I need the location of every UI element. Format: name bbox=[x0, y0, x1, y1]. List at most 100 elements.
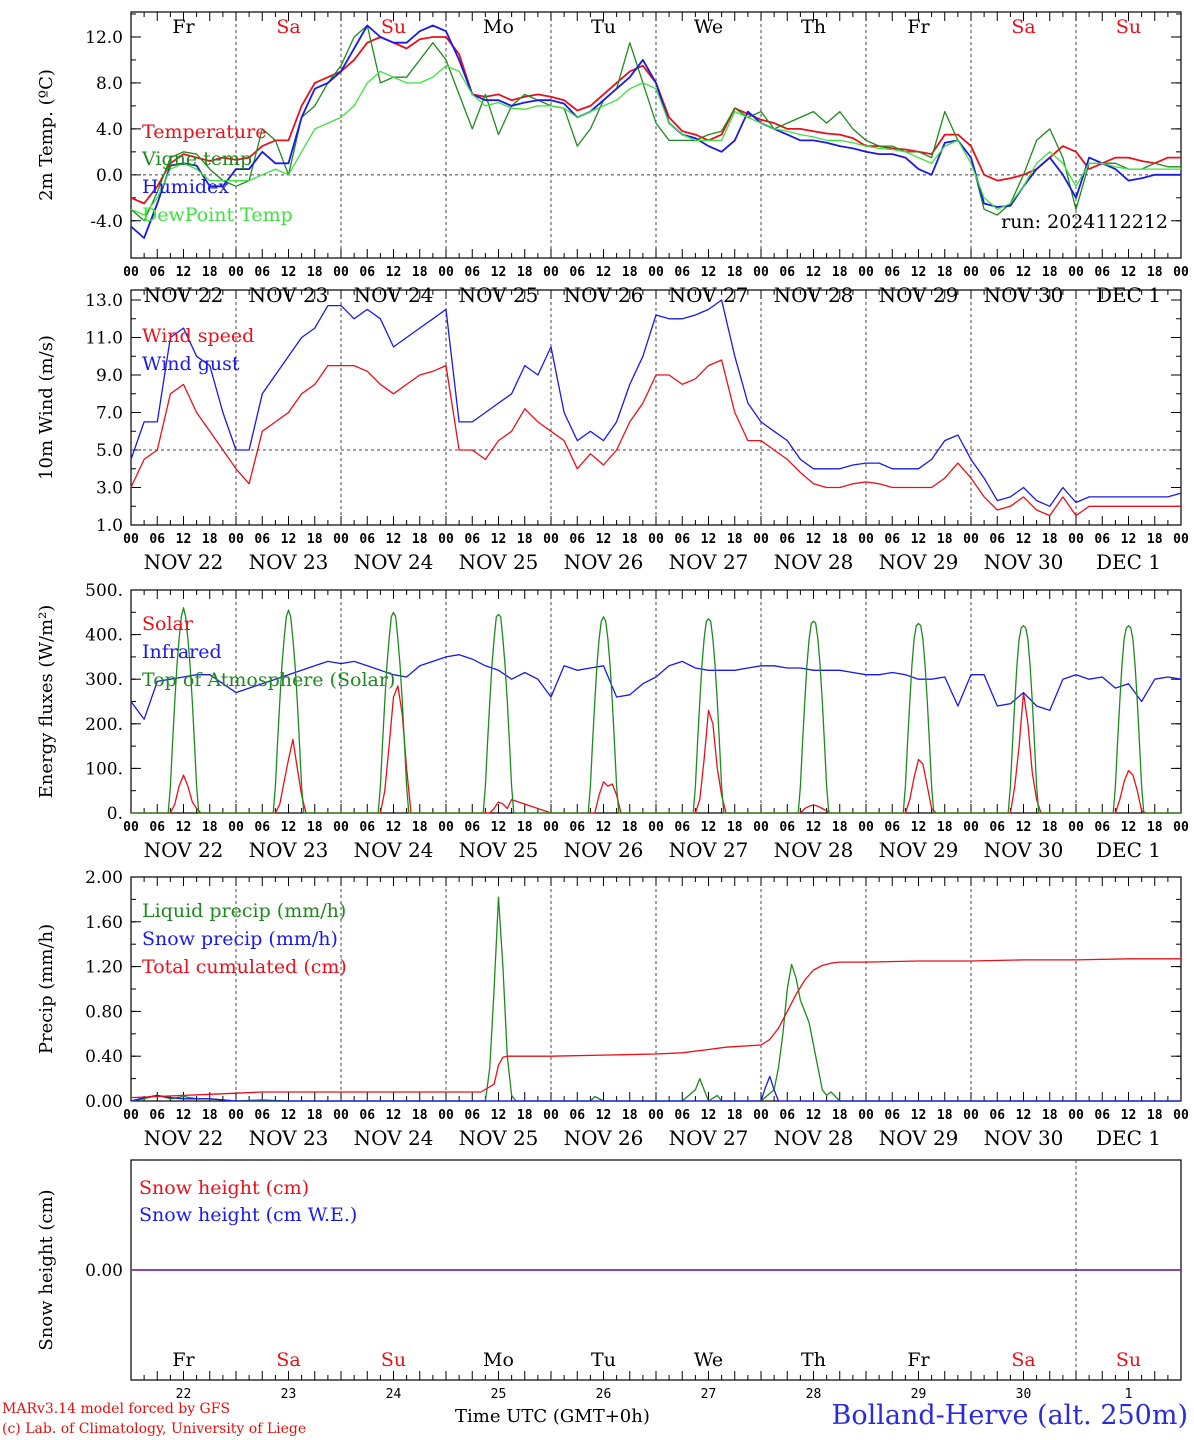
hour-tick-label: 12 bbox=[386, 820, 402, 835]
date-label: NOV 29 bbox=[879, 550, 959, 574]
y-axis-label: Snow height (cm) bbox=[36, 1189, 57, 1350]
hour-tick-label: 00 bbox=[123, 265, 139, 280]
hour-tick-label: 06 bbox=[1094, 820, 1110, 835]
date-label: DEC 1 bbox=[1096, 1126, 1161, 1150]
hour-tick-label: 12 bbox=[176, 1108, 192, 1123]
y-tick-label: 5.0 bbox=[96, 441, 123, 461]
hour-tick-label: 06 bbox=[989, 1108, 1005, 1123]
hour-tick-label: 18 bbox=[202, 1108, 218, 1123]
hour-tick-label: 00 bbox=[858, 1108, 874, 1123]
y-tick-label: 11.0 bbox=[85, 329, 123, 349]
y-tick-label: -4.0 bbox=[90, 212, 123, 232]
hour-tick-label: 06 bbox=[359, 265, 375, 280]
legend-entry: Solar bbox=[142, 613, 194, 635]
legend-entry: Humidex bbox=[142, 176, 229, 198]
series-line-wind-speed bbox=[130, 359, 1181, 517]
y-tick-label: 2.00 bbox=[85, 868, 123, 888]
day-name: Fr bbox=[172, 1349, 195, 1371]
y-tick-label: 9.0 bbox=[96, 366, 123, 386]
date-label: NOV 25 bbox=[459, 1126, 539, 1150]
hour-tick-label: 00 bbox=[1068, 820, 1084, 835]
hour-tick-label: 12 bbox=[701, 265, 717, 280]
hour-tick-label: 06 bbox=[569, 532, 585, 547]
hour-tick-label: 12 bbox=[176, 265, 192, 280]
date-label: NOV 27 bbox=[669, 1126, 749, 1150]
date-label: NOV 25 bbox=[459, 838, 539, 862]
hour-tick-label: 00 bbox=[858, 532, 874, 547]
hour-tick-label: 12 bbox=[491, 820, 507, 835]
hour-tick-label: 06 bbox=[989, 820, 1005, 835]
legend-entry: Total cumulated (cm) bbox=[142, 956, 347, 978]
hour-tick-label: 18 bbox=[937, 1108, 953, 1123]
hour-tick-label: 06 bbox=[779, 265, 795, 280]
hour-tick-label: 00 bbox=[228, 532, 244, 547]
hour-tick-label: 00 bbox=[438, 1108, 454, 1123]
series-line-solar bbox=[131, 685, 1181, 814]
y-tick-label: 4.0 bbox=[96, 120, 123, 140]
hour-tick-label: 06 bbox=[359, 820, 375, 835]
hour-tick-label: 00 bbox=[228, 265, 244, 280]
y-tick-label: 0.80 bbox=[85, 1002, 123, 1022]
hour-tick-label: 06 bbox=[359, 1108, 375, 1123]
hour-tick-label: 00 bbox=[438, 265, 454, 280]
hour-tick-label: 06 bbox=[779, 532, 795, 547]
hour-tick-label: 12 bbox=[911, 820, 927, 835]
hour-tick-label: 12 bbox=[596, 1108, 612, 1123]
hour-tick-label: 00 bbox=[1068, 532, 1084, 547]
legend-entry: Snow height (cm W.E.) bbox=[139, 1204, 357, 1226]
y-tick-label: 3.0 bbox=[96, 479, 123, 499]
day-name: Sa bbox=[1011, 1349, 1035, 1371]
day-name: Fr bbox=[172, 16, 195, 38]
series-line-humidex bbox=[130, 24, 1181, 239]
hour-tick-label: 06 bbox=[149, 820, 165, 835]
series-line-vigne-temp bbox=[130, 24, 1181, 222]
hour-tick-label: 06 bbox=[1094, 265, 1110, 280]
y-tick-label: 200. bbox=[85, 715, 123, 735]
hour-tick-label: 00 bbox=[753, 532, 769, 547]
hour-tick-label: 12 bbox=[176, 532, 192, 547]
y-axis-label: 10m Wind (m/s) bbox=[36, 335, 57, 480]
hour-tick-label: 00 bbox=[1068, 1108, 1084, 1123]
hour-tick-label: 06 bbox=[464, 1108, 480, 1123]
y-tick-label: 100. bbox=[85, 759, 123, 779]
hour-tick-label: 18 bbox=[622, 820, 638, 835]
legend-entry: Vigne temp bbox=[141, 148, 252, 170]
hour-tick-label: 12 bbox=[911, 265, 927, 280]
hour-tick-label: 12 bbox=[1121, 1108, 1137, 1123]
hour-tick-label: 00 bbox=[1068, 265, 1084, 280]
hour-tick-label: 00 bbox=[753, 1108, 769, 1123]
hour-tick-label: 18 bbox=[517, 532, 533, 547]
day-name: Mo bbox=[483, 16, 514, 38]
hour-tick-label: 06 bbox=[464, 265, 480, 280]
hour-tick-label: 06 bbox=[149, 532, 165, 547]
hour-tick-label: 18 bbox=[1147, 1108, 1163, 1123]
hour-tick-label: 06 bbox=[569, 1108, 585, 1123]
series-line-infrared bbox=[130, 654, 1182, 720]
date-label: NOV 22 bbox=[144, 550, 224, 574]
hour-tick-label: 06 bbox=[989, 532, 1005, 547]
hour-tick-label: 18 bbox=[202, 265, 218, 280]
hour-tick-label: 18 bbox=[307, 265, 323, 280]
date-label: NOV 28 bbox=[774, 1126, 854, 1150]
hour-tick-label: 00 bbox=[648, 820, 664, 835]
day-name: Fr bbox=[907, 16, 930, 38]
hour-tick-label: 18 bbox=[832, 820, 848, 835]
hour-tick-label: 18 bbox=[412, 1108, 428, 1123]
day-name: Mo bbox=[483, 1349, 514, 1371]
y-tick-label: 1.20 bbox=[85, 958, 123, 978]
hour-tick-label: 18 bbox=[202, 820, 218, 835]
hour-tick-label: 12 bbox=[1016, 532, 1032, 547]
hour-tick-label: 12 bbox=[491, 265, 507, 280]
hour-tick-label: 18 bbox=[517, 820, 533, 835]
hour-tick-label: 06 bbox=[779, 820, 795, 835]
date-label: DEC 1 bbox=[1096, 838, 1161, 862]
hour-tick-label: 00 bbox=[648, 532, 664, 547]
hour-tick-label: 18 bbox=[622, 265, 638, 280]
hour-tick-label: 12 bbox=[176, 820, 192, 835]
hour-tick-label: 18 bbox=[412, 265, 428, 280]
hour-tick-label: 06 bbox=[1094, 1108, 1110, 1123]
hour-tick-label: 06 bbox=[779, 1108, 795, 1123]
legend-entry: Wind speed bbox=[142, 325, 254, 347]
hour-tick-label: 00 bbox=[543, 1108, 559, 1123]
hour-tick-label: 18 bbox=[832, 532, 848, 547]
